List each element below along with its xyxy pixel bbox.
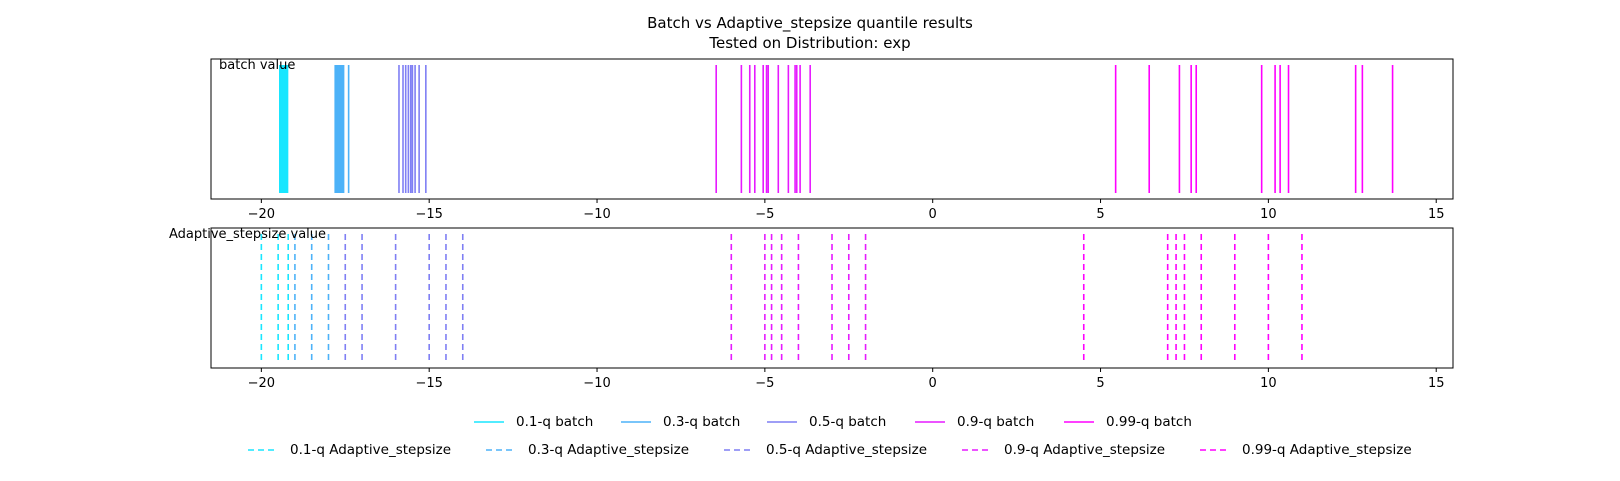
chart-subtitle: Tested on Distribution: exp: [709, 34, 911, 52]
legend-item: 0.3-q batch: [621, 414, 740, 430]
x-tick-label: −5: [755, 376, 774, 391]
panel-frame: [210, 58, 1454, 200]
legend-label: 0.99-q Adaptive_stepsize: [1242, 442, 1412, 458]
legend-swatch: [1064, 421, 1094, 423]
x-tick-label: 10: [1260, 376, 1277, 391]
x-tick-label: 5: [1096, 207, 1104, 222]
legend-swatch: [962, 449, 992, 451]
legend-swatch: [1200, 449, 1230, 451]
x-tick-label: 0: [929, 207, 937, 222]
plot-area: −20 −15 −10 −5 0 5 10 15 −20 −15 −10 −5 0 5 10 15: [210, 58, 1454, 391]
legend-item: 0.99-q batch: [1064, 414, 1192, 430]
legend-item: 0.5-q Adaptive_stepsize: [724, 442, 927, 458]
legend-item: 0.3-q Adaptive_stepsize: [486, 442, 689, 458]
x-tick-label: 15: [1428, 207, 1445, 222]
x-tick-label: −15: [415, 207, 442, 222]
x-tick-label: 0: [929, 376, 937, 391]
legend-label: 0.5-q batch: [809, 414, 887, 430]
x-tick-label: 10: [1260, 207, 1277, 222]
legend-label: 0.1-q Adaptive_stepsize: [290, 442, 452, 458]
legend-item: 0.1-q Adaptive_stepsize: [248, 442, 451, 458]
chart-title: Batch vs Adaptive_stepsize quantile resu…: [647, 14, 973, 32]
panel-label-adaptive: Adaptive_stepsize value: [169, 227, 327, 242]
legend-swatch: [915, 421, 945, 423]
legend-swatch: [621, 421, 651, 423]
legend-item: 0.99-q Adaptive_stepsize: [1200, 442, 1412, 458]
legend-swatch: [724, 449, 754, 451]
legend-swatch: [474, 421, 504, 423]
x-tick-label: −20: [248, 207, 275, 222]
legend-swatch: [486, 449, 516, 451]
x-tick-label: 5: [1096, 376, 1104, 391]
x-tick-label: 15: [1428, 376, 1445, 391]
legend-item: 0.1-q batch: [474, 414, 593, 430]
legend-label: 0.9-q batch: [957, 414, 1035, 430]
x-tick-label: −10: [583, 207, 610, 222]
legend-label: 0.3-q Adaptive_stepsize: [528, 442, 690, 458]
x-tick-label: −5: [755, 207, 774, 222]
legend-label: 0.5-q Adaptive_stepsize: [766, 442, 928, 458]
x-tick-label: −15: [415, 376, 442, 391]
legend-swatch: [248, 449, 278, 451]
legend-item: 0.9-q batch: [915, 414, 1034, 430]
x-tick-label: −10: [583, 376, 610, 391]
legend-item: 0.5-q batch: [767, 414, 886, 430]
legend-label: 0.9-q Adaptive_stepsize: [1004, 442, 1166, 458]
legend-label: 0.99-q batch: [1106, 414, 1192, 430]
panel-frame: [210, 227, 1454, 369]
legend-label: 0.3-q batch: [663, 414, 741, 430]
x-tick-label: −20: [248, 376, 275, 391]
legend-swatch: [767, 421, 797, 423]
panel-label-batch: batch value: [219, 58, 296, 73]
legend-item: 0.9-q Adaptive_stepsize: [962, 442, 1165, 458]
legend-label: 0.1-q batch: [516, 414, 594, 430]
